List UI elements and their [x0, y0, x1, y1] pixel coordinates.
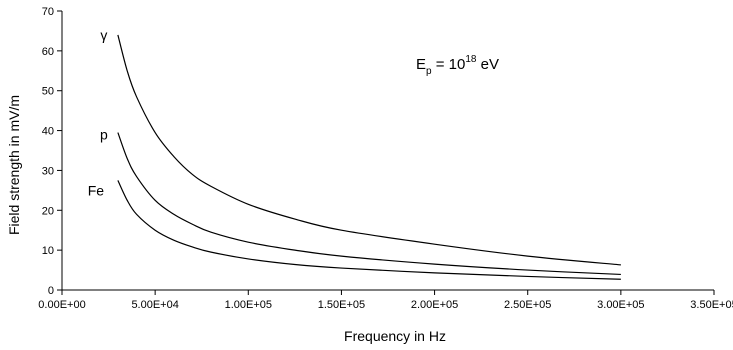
series-line-fe — [117, 180, 621, 280]
energy-annotation: Ep = 1018 eV — [416, 54, 499, 77]
x-tick-label: 2.50E+05 — [504, 299, 551, 311]
x-tick-label: 3.00E+05 — [597, 299, 644, 311]
x-tick-label: 5.00E+04 — [131, 299, 178, 311]
y-tick-label: 60 — [42, 46, 54, 58]
annotation-subscript: p — [426, 66, 432, 77]
y-tick-label: 30 — [42, 165, 54, 177]
series-label-p: p — [100, 127, 108, 143]
y-tick-label: 50 — [42, 86, 54, 98]
series-line-gamma — [117, 34, 621, 266]
annotation-base: E — [416, 56, 426, 73]
y-tick-label: 70 — [42, 6, 54, 18]
series-label-fe: Fe — [88, 182, 105, 198]
annotation-middle: = 10 — [432, 56, 466, 73]
y-tick-label: 40 — [42, 126, 54, 138]
x-axis-title: Frequency in Hz — [344, 328, 446, 344]
x-tick-label: 0.00E+00 — [38, 299, 85, 311]
y-tick-label: 10 — [42, 245, 54, 257]
y-axis-title: Field strength in mV/m — [6, 95, 22, 235]
x-axis-ticks: 0.00E+00 5.00E+04 1.00E+05 1.50E+05 2.00E+05… — [38, 290, 733, 311]
series-labels: γ p Fe — [88, 27, 108, 198]
annotation-tail: eV — [476, 56, 499, 73]
series-line-p — [117, 132, 621, 276]
x-tick-label: 2.00E+05 — [411, 299, 458, 311]
y-axis-ticks: 0 10 20 30 40 50 60 70 — [42, 6, 62, 297]
series-label-gamma: γ — [100, 27, 107, 43]
x-tick-label: 1.50E+05 — [318, 299, 365, 311]
series-layer — [117, 34, 621, 280]
y-tick-label: 0 — [48, 285, 54, 297]
plot-area — [61, 11, 714, 291]
y-tick-label: 20 — [42, 205, 54, 217]
annotation-superscript: 18 — [465, 54, 477, 65]
x-tick-label: 1.00E+05 — [225, 299, 272, 311]
x-tick-label: 3.50E+05 — [690, 299, 733, 311]
